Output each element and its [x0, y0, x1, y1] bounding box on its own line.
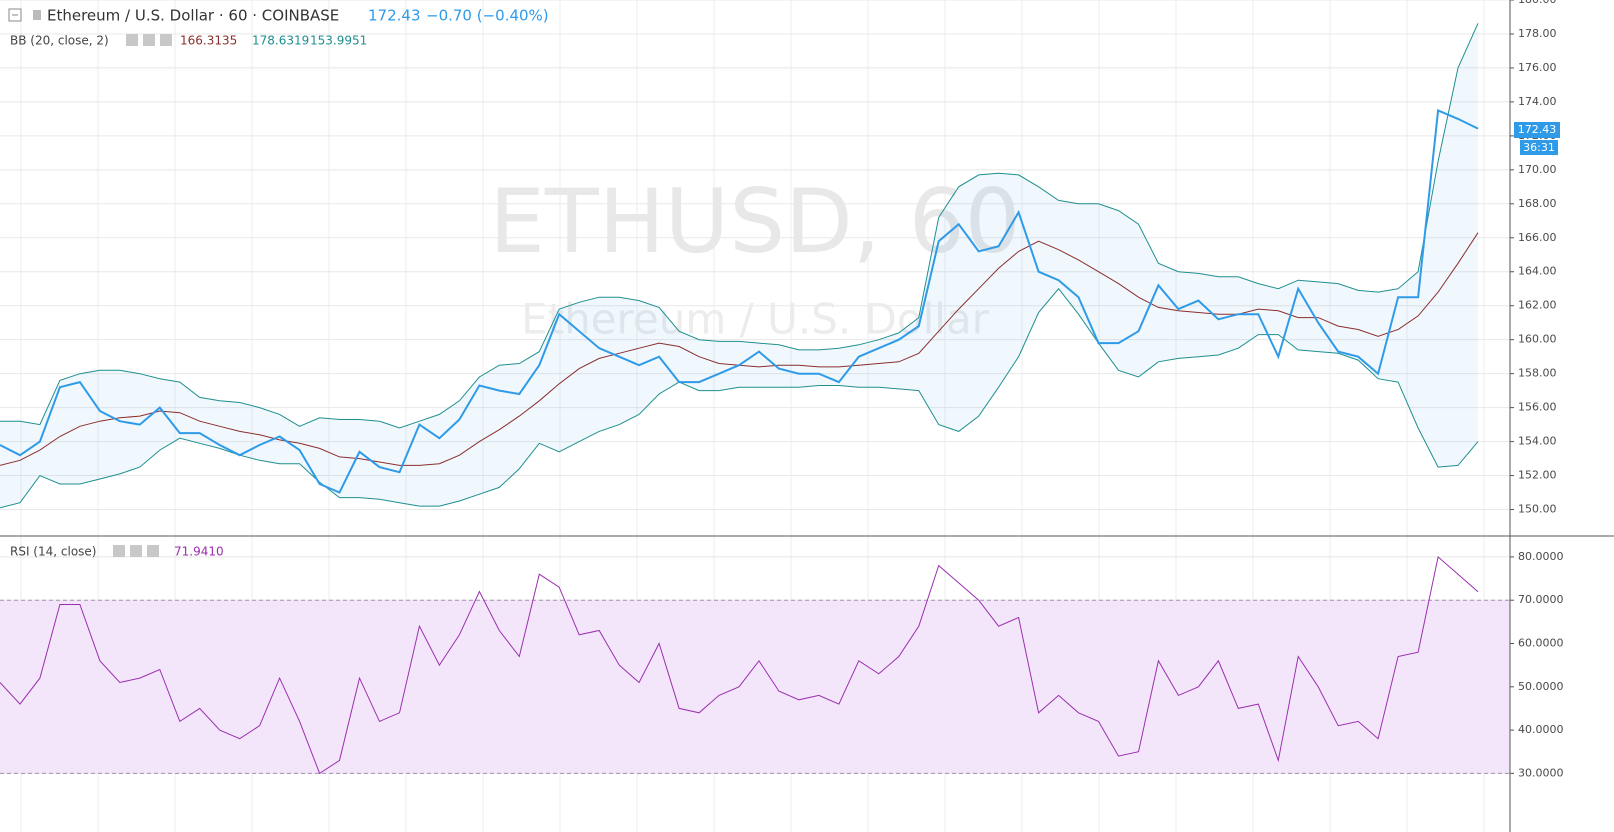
y-tick-label: 180.00: [1518, 0, 1557, 6]
indicator-value: 166.3135: [180, 34, 237, 48]
series-line: [0, 555, 1479, 775]
y-tick-label: 80.0000: [1518, 550, 1564, 563]
y-tick-label: 178.00: [1518, 27, 1557, 40]
legend-icons: 166.3135 178.6319 153.9951 71.9410: [113, 34, 367, 559]
price-change: −0.70 (−0.40%): [426, 7, 549, 25]
legend-icon: [147, 545, 159, 557]
countdown: 36:31: [1523, 141, 1555, 154]
legend-icon: [143, 34, 155, 46]
legend-icon: [126, 34, 138, 46]
band-fill: [0, 23, 1478, 508]
rsi-legend[interactable]: RSI (14, close): [10, 545, 96, 559]
y-tick-label: 158.00: [1518, 367, 1557, 380]
band-fill: [0, 600, 1510, 774]
symbol[interactable]: Ethereum / U.S. Dollar · 60 · COINBASE: [47, 7, 339, 25]
indicator-value: 71.9410: [174, 545, 224, 559]
bb-legend[interactable]: BB (20, close, 2): [10, 34, 109, 48]
y-tick-label: 156.00: [1518, 401, 1557, 414]
last-price: 172.43: [368, 7, 421, 25]
y-tick-label: 160.00: [1518, 333, 1557, 346]
plot: 150.00 152.00 154.00 156.00 158.00 160.00 162.…: [0, 0, 1564, 779]
y-tick-label: 168.00: [1518, 197, 1557, 210]
y-tick-label: 166.00: [1518, 231, 1557, 244]
y-tick-label: 164.00: [1518, 265, 1557, 278]
y-tick-label: 170.00: [1518, 163, 1557, 176]
series-line: [0, 23, 1479, 429]
legend-icon: [160, 34, 172, 46]
collapse-button[interactable]: [8, 8, 22, 22]
indicator-value: 153.9951: [310, 34, 367, 48]
series-line: [0, 287, 1479, 509]
legend-icon: [113, 545, 125, 557]
y-tick-label: 50.0000: [1518, 680, 1564, 693]
watermark: ETHUSD, 60: [489, 170, 1020, 273]
symbol-icon: [33, 10, 41, 20]
y-tick-label: 154.00: [1518, 435, 1557, 448]
indicator-value: 178.6319: [252, 34, 309, 48]
y-tick-label: 30.0000: [1518, 766, 1564, 779]
y-tick-label: 70.0000: [1518, 593, 1564, 606]
y-tick-label: 60.0000: [1518, 636, 1564, 649]
watermark-sub: Ethereum / U.S. Dollar: [521, 295, 990, 344]
y-tick-label: 150.00: [1518, 503, 1557, 516]
y-tick-label: 152.00: [1518, 469, 1557, 482]
y-tick-label: 162.00: [1518, 299, 1557, 312]
countdown-tag: [1520, 140, 1558, 155]
y-tick-label: 176.00: [1518, 61, 1557, 74]
price-tag: [1514, 122, 1560, 138]
y-tick-label: 40.0000: [1518, 723, 1564, 736]
legend-icon: [130, 545, 142, 557]
price-tag-label: 172.43: [1518, 123, 1557, 136]
y-tick-label: 174.00: [1518, 95, 1557, 108]
series-line: [0, 108, 1479, 494]
